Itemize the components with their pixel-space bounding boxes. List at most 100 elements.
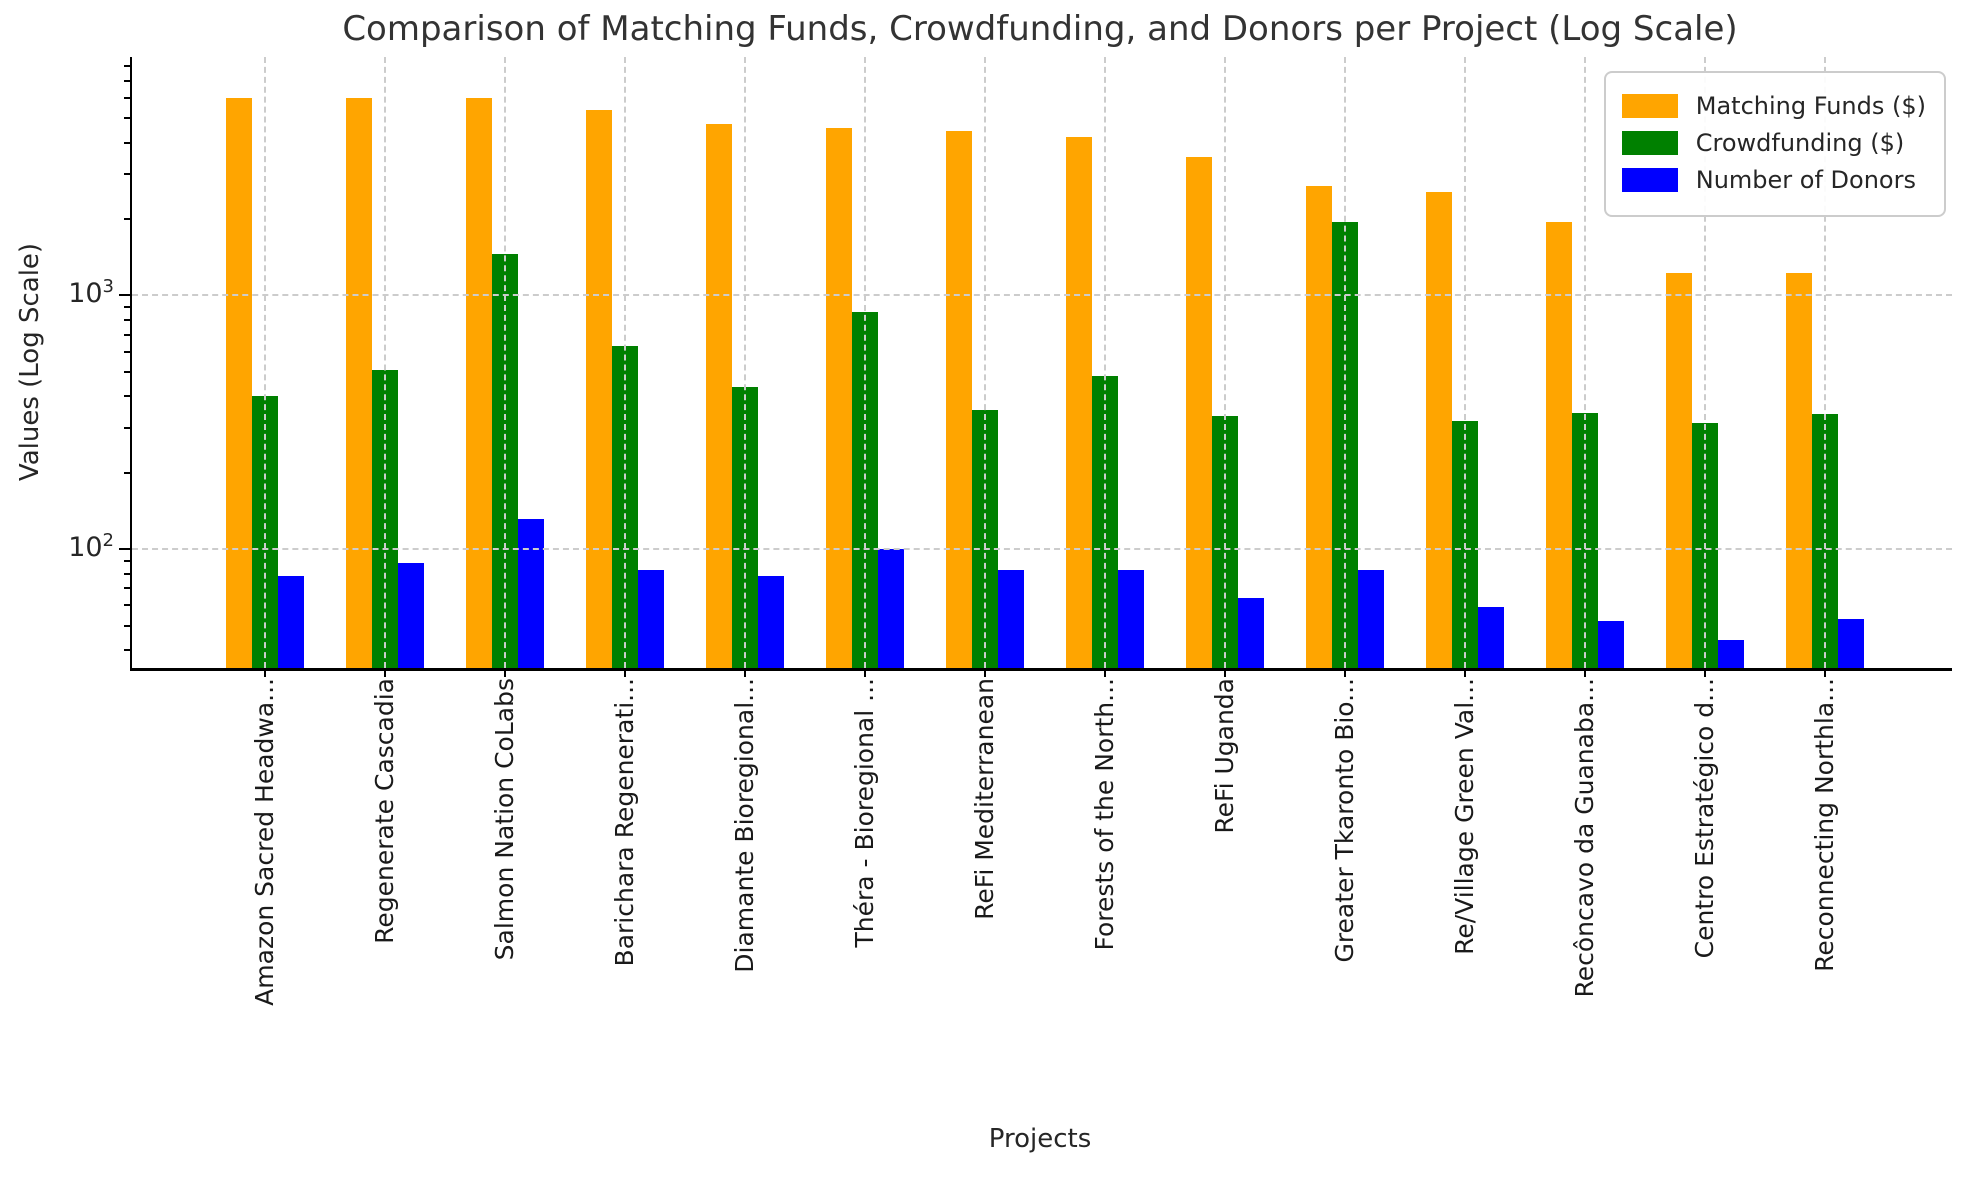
- x-tick-label: Forests of the North...: [1090, 678, 1119, 951]
- gridline-vertical: [264, 57, 266, 668]
- y-tick-minor: [124, 65, 130, 68]
- y-tick-minor: [124, 624, 130, 627]
- bar-matching-funds: [1186, 157, 1212, 668]
- x-tick-label: Reconnecting Northla...: [1810, 678, 1839, 972]
- bar-matching-funds: [706, 123, 732, 668]
- x-tick-label: Recôncavo da Guanaba...: [1570, 678, 1599, 998]
- y-tick-minor: [124, 350, 130, 353]
- bar-matching-funds: [466, 97, 492, 668]
- bar-number-of-donors: [278, 576, 304, 668]
- x-tick: [1704, 668, 1706, 677]
- x-tick: [864, 668, 866, 677]
- x-tick: [1104, 668, 1106, 677]
- y-tick-minor: [124, 218, 130, 220]
- y-tick-minor: [124, 305, 130, 308]
- y-tick-label: 103: [10, 276, 114, 309]
- legend-swatch: [1621, 131, 1678, 155]
- x-tick: [264, 668, 266, 677]
- legend-swatch: [1621, 94, 1678, 118]
- gridline-vertical: [1344, 57, 1346, 668]
- x-tick: [1824, 668, 1826, 677]
- bar-number-of-donors: [518, 518, 544, 668]
- bar-number-of-donors: [638, 569, 664, 668]
- y-tick-minor: [124, 395, 130, 398]
- gridline-horizontal: [132, 294, 1952, 297]
- bar-matching-funds: [946, 130, 972, 668]
- bar-number-of-donors: [1598, 621, 1624, 668]
- x-tick-label: ReFi Uganda: [1210, 678, 1239, 834]
- x-tick-label: ReFi Mediterranean: [970, 678, 999, 920]
- y-tick-base: 10: [68, 532, 103, 564]
- gridline-vertical: [384, 57, 386, 668]
- y-tick-minor: [124, 333, 130, 336]
- bar-number-of-donors: [1838, 619, 1864, 668]
- y-tick-minor: [124, 318, 130, 321]
- plot-area: Matching Funds ($) Crowdfunding ($) Number…: [68, 57, 1952, 1006]
- gridline-vertical: [984, 57, 986, 668]
- legend-label: Matching Funds ($): [1695, 92, 1926, 120]
- bar-matching-funds: [586, 109, 612, 668]
- gridline-vertical: [504, 57, 506, 668]
- y-tick-label: 102: [10, 530, 114, 563]
- x-tick: [1224, 668, 1226, 677]
- gridline-vertical: [1104, 57, 1106, 668]
- x-tick: [984, 668, 986, 677]
- bar-number-of-donors: [1358, 569, 1384, 668]
- bar-matching-funds: [1666, 273, 1692, 668]
- gridline-vertical: [744, 57, 746, 668]
- y-tick-minor: [124, 649, 130, 652]
- gridline-vertical: [1464, 57, 1466, 668]
- bar-number-of-donors: [878, 549, 904, 668]
- bar-number-of-donors: [998, 569, 1024, 668]
- x-tick-label: Barichara Regenerati...: [610, 678, 639, 967]
- gridline-vertical: [624, 57, 626, 668]
- x-tick: [384, 668, 386, 677]
- x-axis-label: Projects: [988, 1124, 1092, 1154]
- bar-matching-funds: [226, 97, 252, 668]
- x-tick: [744, 668, 746, 677]
- legend-swatch: [1621, 168, 1678, 192]
- x-tick: [1464, 668, 1466, 677]
- y-tick-exponent: 3: [102, 276, 114, 298]
- y-tick-base: 10: [68, 278, 103, 310]
- y-tick-minor: [124, 370, 130, 373]
- x-tick: [504, 668, 506, 677]
- bar-matching-funds: [1786, 273, 1812, 668]
- bar-matching-funds: [1066, 137, 1092, 668]
- y-tick-minor: [124, 173, 130, 176]
- y-tick-minor: [124, 559, 130, 562]
- x-tick-label: Amazon Sacred Headwa...: [250, 678, 279, 1006]
- y-tick-major: [119, 548, 130, 551]
- y-tick-minor: [124, 604, 130, 607]
- y-tick-minor: [124, 427, 130, 430]
- x-tick-label: Regenerate Cascadia: [370, 678, 399, 944]
- bar-number-of-donors: [1718, 639, 1744, 668]
- legend-item: Matching Funds ($): [1621, 92, 1926, 120]
- y-tick-minor: [124, 572, 130, 575]
- gridline-vertical: [1704, 57, 1706, 668]
- y-tick-major: [119, 294, 130, 297]
- bar-number-of-donors: [1478, 607, 1504, 668]
- gridline-vertical: [1824, 57, 1826, 668]
- bar-matching-funds: [1426, 192, 1452, 668]
- bar-matching-funds: [826, 128, 852, 668]
- gridline-horizontal: [132, 548, 1952, 551]
- x-tick-label: Centro Estratégico d...: [1690, 678, 1719, 959]
- x-tick-label: Greater Tkaronto Bio...: [1330, 678, 1359, 963]
- bar-number-of-donors: [758, 576, 784, 668]
- bar-matching-funds: [1306, 185, 1332, 668]
- y-tick-minor: [124, 96, 130, 99]
- y-tick-minor: [124, 587, 130, 590]
- legend-label: Number of Donors: [1695, 166, 1916, 194]
- y-tick-exponent: 2: [102, 530, 114, 552]
- gridline-vertical: [1224, 57, 1226, 668]
- x-tick-label: Salmon Nation CoLabs: [490, 678, 519, 961]
- bar-number-of-donors: [1118, 569, 1144, 668]
- legend-label: Crowdfunding ($): [1695, 129, 1905, 157]
- gridline-vertical: [864, 57, 866, 668]
- legend-item: Crowdfunding ($): [1621, 129, 1926, 157]
- y-tick-minor: [124, 141, 130, 144]
- x-tick: [1344, 668, 1346, 677]
- bar-matching-funds: [1546, 221, 1572, 668]
